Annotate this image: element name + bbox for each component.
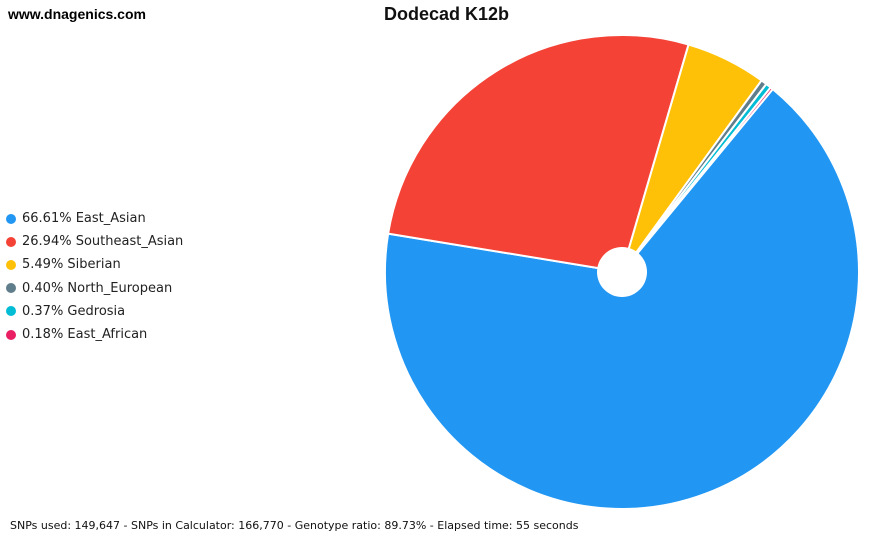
legend-label: 0.40% North_European bbox=[22, 280, 173, 296]
legend-swatch bbox=[6, 283, 16, 294]
legend-swatch bbox=[6, 236, 16, 247]
chart-legend: 66.61% East_Asian 26.94% Southeast_Asian 5… bbox=[6, 207, 183, 346]
legend-item-southeast-asian[interactable]: 26.94% Southeast_Asian bbox=[6, 230, 183, 253]
pie-slice-southeast-asian[interactable] bbox=[386, 34, 690, 274]
legend-item-gedrosia[interactable]: 0.37% Gedrosia bbox=[6, 300, 183, 323]
legend-label: 0.18% East_African bbox=[22, 327, 148, 343]
footer-stats: SNPs used: 149,647 - SNPs in Calculator:… bbox=[10, 519, 579, 532]
chart-title-text: Dodecad K12b bbox=[383, 4, 510, 24]
pie-slice-east-african[interactable] bbox=[621, 86, 775, 273]
legend-label: 0.37% Gedrosia bbox=[22, 303, 126, 319]
legend-swatch bbox=[6, 213, 16, 224]
legend-swatch bbox=[6, 329, 16, 340]
pie-center-hole bbox=[597, 247, 647, 297]
legend-item-east-african[interactable]: 0.18% East_African bbox=[6, 323, 183, 346]
legend-item-east-asian[interactable]: 66.61% East_Asian bbox=[6, 207, 183, 230]
legend-label: 66.61% East_Asian bbox=[22, 211, 146, 227]
chart-title: Dodecad K12b bbox=[0, 4, 885, 25]
legend-swatch bbox=[6, 259, 16, 270]
legend-item-north-european[interactable]: 0.40% North_European bbox=[6, 277, 183, 300]
legend-swatch bbox=[6, 306, 16, 317]
legend-item-siberian[interactable]: 5.49% Siberian bbox=[6, 253, 183, 276]
legend-label: 26.94% Southeast_Asian bbox=[22, 234, 184, 250]
legend-label: 5.49% Siberian bbox=[22, 257, 121, 273]
site-url: www.dnagenics.com bbox=[8, 6, 146, 22]
pie-slice-east-asian[interactable] bbox=[384, 87, 860, 510]
